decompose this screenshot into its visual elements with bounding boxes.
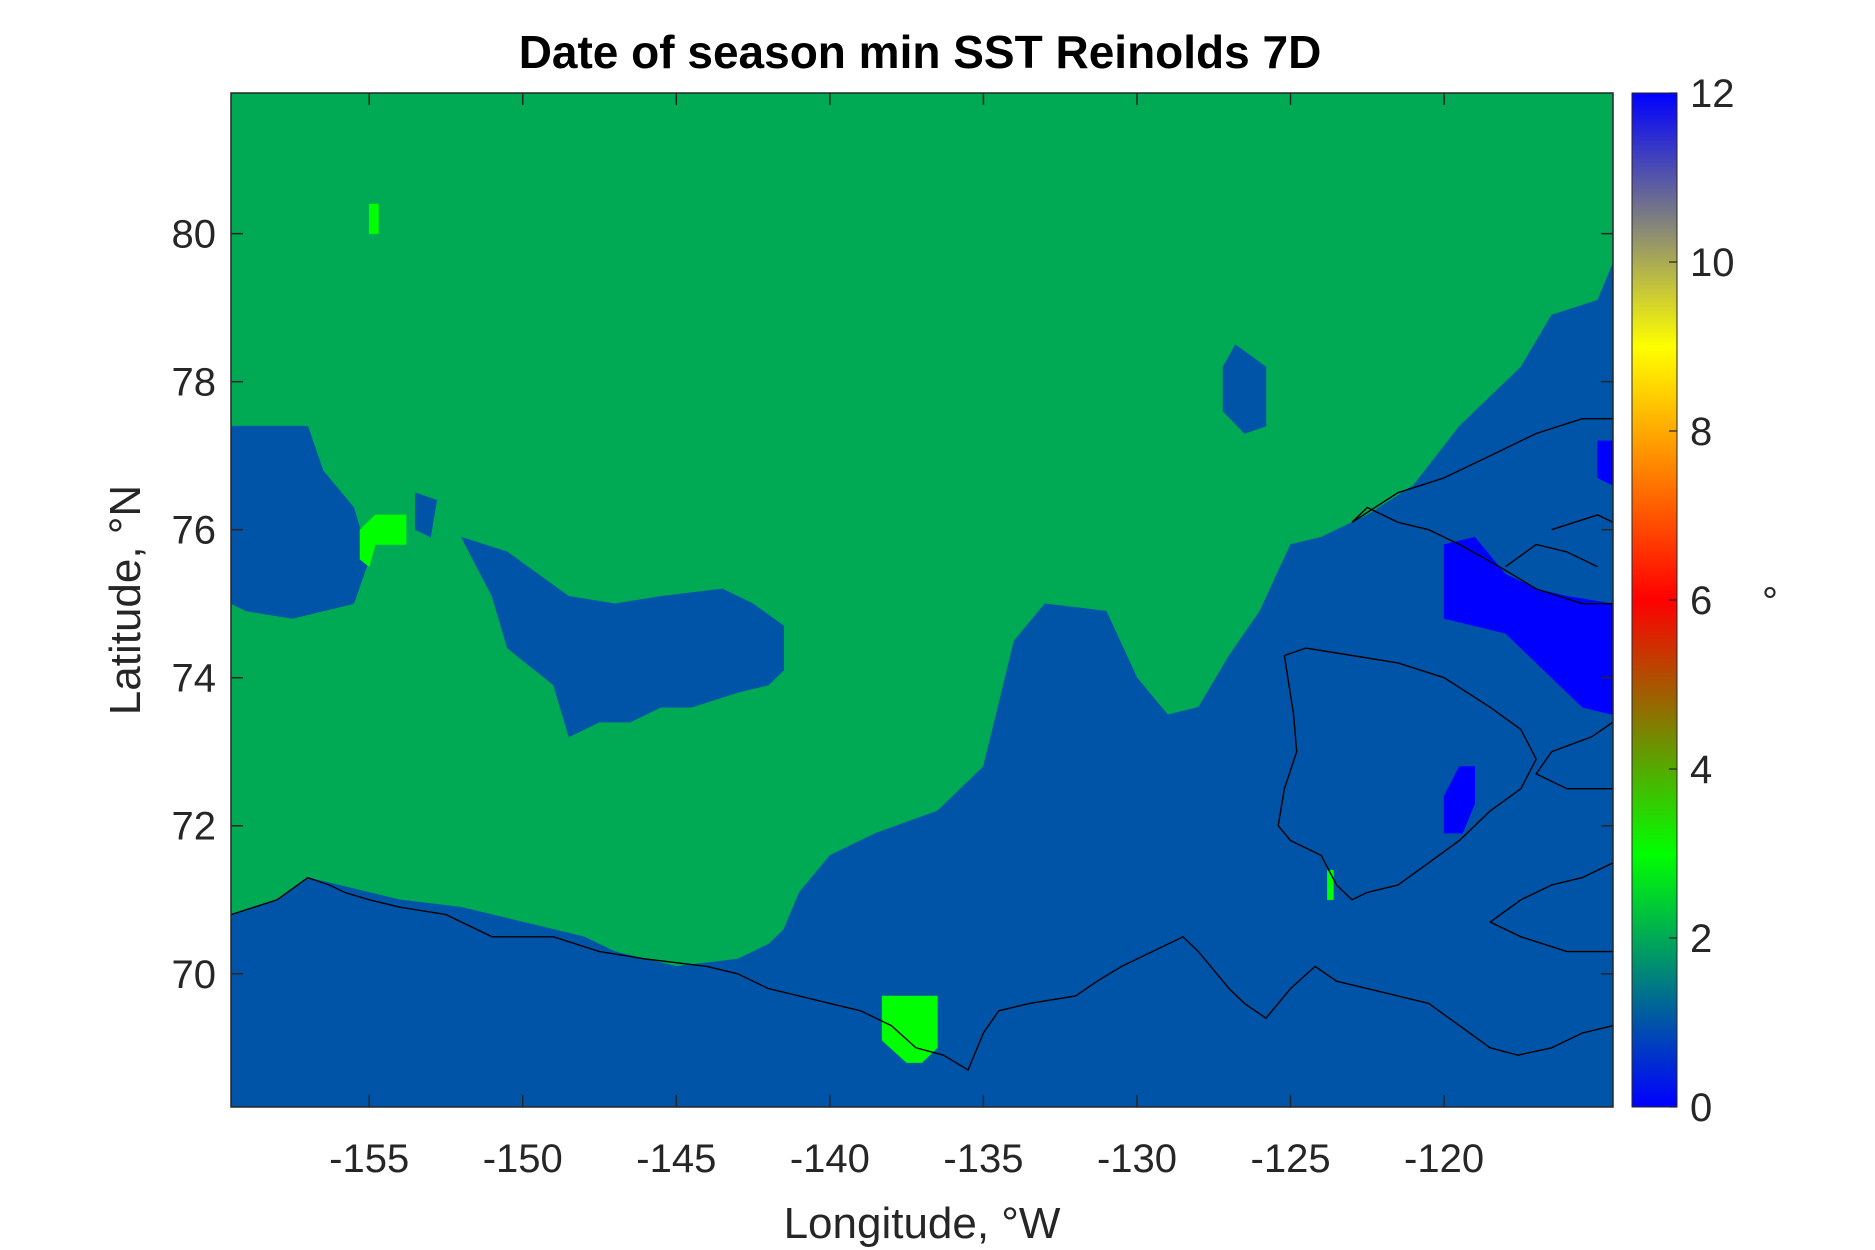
plot-area — [231, 93, 1613, 1107]
coastline-1 — [1277, 647, 1537, 901]
colorbar-label: ° — [1762, 580, 1778, 624]
y-tick-label: 78 — [172, 361, 217, 405]
x-tick-label: -145 — [636, 1137, 716, 1181]
heatmap-region-1 — [231, 425, 370, 619]
x-tick-label: -120 — [1404, 1137, 1484, 1181]
plot-frame — [230, 92, 1614, 1108]
x-axis-label: Longitude, °W — [784, 1199, 1061, 1248]
coastline-4 — [1351, 418, 1613, 605]
coastline-5 — [1551, 514, 1613, 531]
x-tick-label: -130 — [1097, 1137, 1177, 1181]
colorbar-tick-label: 6 — [1690, 579, 1712, 623]
y-axis-label: Latitude, °N — [101, 485, 150, 715]
y-tick-label: 76 — [172, 509, 217, 553]
coastlines — [231, 418, 1613, 1072]
colorbar-tick-label: 2 — [1690, 917, 1712, 961]
heatmap-region-8 — [368, 203, 379, 234]
heatmap-region-6 — [1597, 440, 1613, 486]
colorbar: 0 2 4 6 8 10 12 ° — [1631, 72, 1778, 1130]
y-tick-label: 80 — [172, 213, 217, 257]
colorbar-tick-label: 8 — [1690, 410, 1712, 454]
coastline-6 — [1505, 543, 1598, 568]
coastline-3 — [1535, 721, 1613, 790]
coastline-0 — [231, 876, 1613, 1072]
colorbar-tick-label: 0 — [1690, 1086, 1712, 1130]
heatmap-region-9 — [359, 514, 407, 568]
heatmap-region-7 — [1443, 766, 1476, 834]
heatmap-regions — [231, 203, 1613, 1107]
x-tick-label: -125 — [1251, 1137, 1331, 1181]
x-axis-ticks: -155 -150 -145 -140 -135 -130 -125 -120 — [329, 93, 1484, 1181]
chart-title: Date of season min SST Reinolds 7D — [519, 26, 1322, 78]
coastline-2 — [1488, 862, 1613, 953]
x-tick-label: -150 — [483, 1137, 563, 1181]
heatmap-region-3 — [1222, 344, 1267, 434]
y-axis-ticks: 70 72 74 76 78 80 — [172, 213, 1613, 997]
y-tick-label: 70 — [172, 953, 217, 997]
y-tick-label: 74 — [172, 657, 217, 701]
y-tick-label: 72 — [172, 805, 217, 849]
x-tick-label: -140 — [790, 1137, 870, 1181]
heatmap-region-4 — [415, 492, 438, 538]
x-tick-label: -155 — [329, 1137, 409, 1181]
x-tick-label: -135 — [943, 1137, 1023, 1181]
heatmap-region-2 — [460, 536, 785, 738]
heatmap-region-0 — [231, 263, 1613, 1107]
heatmap-region-10 — [881, 995, 938, 1063]
colorbar-ticks: 0 2 4 6 8 10 12 — [1669, 72, 1735, 1130]
colorbar-tick-label: 12 — [1690, 72, 1735, 116]
colorbar-tick-label: 10 — [1690, 241, 1735, 285]
colorbar-tick-label: 4 — [1690, 748, 1712, 792]
